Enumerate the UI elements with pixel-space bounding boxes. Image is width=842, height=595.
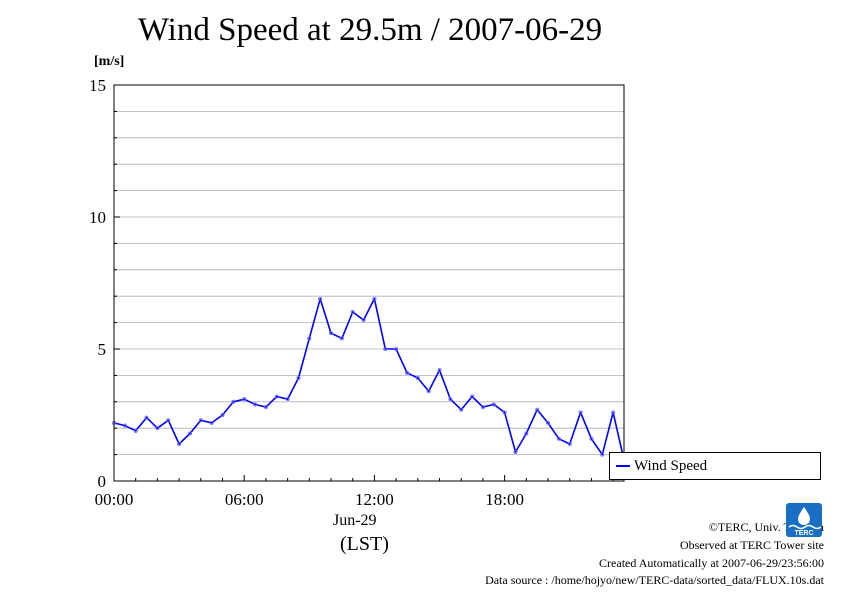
data-point <box>350 310 355 315</box>
x-tick-label: 18:00 <box>485 490 524 509</box>
terc-logo: TERC <box>786 503 822 537</box>
data-point <box>480 405 485 410</box>
data-point <box>220 412 225 417</box>
data-point <box>404 370 409 375</box>
y-tick-label: 5 <box>98 340 107 359</box>
data-point <box>296 376 301 381</box>
legend: Wind Speed <box>609 452 821 480</box>
y-axis-unit: [m/s] <box>94 54 125 69</box>
data-point <box>556 436 561 441</box>
data-point <box>567 442 572 447</box>
data-point <box>274 394 279 399</box>
chart-title: Wind Speed at 29.5m / 2007-06-29 <box>137 12 603 48</box>
data-point <box>383 346 388 351</box>
data-point <box>524 431 529 436</box>
y-tick-label: 10 <box>89 208 106 227</box>
data-point <box>242 397 247 402</box>
created-text: Created Automatically at 2007-06-29/23:5… <box>599 556 824 570</box>
data-point <box>394 346 399 351</box>
data-point <box>329 331 334 336</box>
logo-wave-icon <box>788 524 822 530</box>
data-point <box>426 389 431 394</box>
x-tick-label: 00:00 <box>95 490 134 509</box>
x-tick-label: 12:00 <box>355 490 394 509</box>
data-point <box>166 418 171 423</box>
x-axis-label: (LST) <box>340 533 389 555</box>
data-point <box>187 431 192 436</box>
data-point <box>155 426 160 431</box>
data-point <box>209 420 214 425</box>
data-point <box>122 423 127 428</box>
data-point <box>437 368 442 373</box>
data-point <box>318 296 323 301</box>
data-point <box>502 410 507 415</box>
x-date-label: Jun-29 <box>333 512 377 529</box>
data-point <box>253 402 258 407</box>
legend-line-swatch <box>616 465 630 467</box>
data-point <box>535 407 540 412</box>
data-point <box>491 402 496 407</box>
logo-drop-icon <box>798 507 810 525</box>
data-point <box>600 452 605 457</box>
observed-text: Observed at TERC Tower site <box>679 538 824 552</box>
data-point <box>177 442 182 447</box>
data-point <box>198 418 203 423</box>
data-point <box>285 397 290 402</box>
data-point <box>513 449 518 454</box>
data-point <box>339 336 344 341</box>
data-point <box>459 407 464 412</box>
data-point <box>589 436 594 441</box>
data-point <box>263 405 268 410</box>
data-point <box>372 296 377 301</box>
wind-speed-line <box>113 298 625 461</box>
data-point <box>133 428 138 433</box>
data-point <box>470 394 475 399</box>
data-point <box>448 397 453 402</box>
x-tick-label: 06:00 <box>225 490 264 509</box>
data-point <box>361 317 366 322</box>
data-point <box>307 336 312 341</box>
plot-frame <box>113 84 625 482</box>
y-tick-label: 0 <box>98 472 107 491</box>
data-point <box>611 410 616 415</box>
data-point <box>231 399 236 404</box>
data-point <box>415 376 420 381</box>
data-point <box>546 420 551 425</box>
source-text: Data source : /home/hojyo/new/TERC-data/… <box>485 573 824 587</box>
legend-label: Wind Speed <box>634 457 708 474</box>
y-tick-label: 15 <box>89 76 106 95</box>
logo-text: TERC <box>794 530 813 537</box>
data-point <box>144 415 149 420</box>
data-point <box>578 410 583 415</box>
